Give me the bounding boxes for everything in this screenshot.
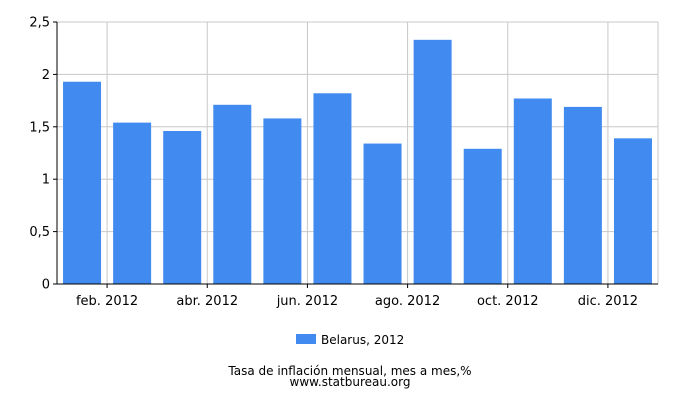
y-tick-label: 1,5: [29, 120, 50, 135]
y-tick-label: 2,5: [29, 16, 50, 31]
bars: [63, 39, 652, 285]
chart-caption: Tasa de inflación mensual, mes a mes,%: [227, 364, 471, 378]
grid-lines: [57, 21, 659, 284]
bar: [313, 93, 352, 284]
source-label: www.statbureau.org: [290, 375, 411, 389]
y-tick-label: 1: [42, 173, 50, 188]
bar: [363, 143, 402, 284]
bar: [413, 39, 452, 285]
x-tick-label: oct. 2012: [477, 294, 539, 309]
bar: [513, 98, 552, 284]
y-tick-label: 0,5: [29, 225, 50, 240]
bar: [63, 81, 102, 285]
bar: [563, 106, 602, 284]
x-tick-label: jun. 2012: [276, 294, 338, 309]
bar: [613, 138, 652, 284]
legend-swatch: [296, 334, 316, 344]
x-tick-label: dic. 2012: [578, 294, 638, 309]
legend-label: Belarus, 2012: [321, 333, 404, 347]
bar: [263, 118, 302, 284]
bar: [113, 122, 152, 284]
x-tick-labels: feb. 2012 abr. 2012 jun. 2012 ago. 2012 oct.…: [76, 294, 638, 309]
y-tick-label: 2: [42, 68, 50, 83]
bar: [463, 148, 502, 284]
legend: Belarus, 2012: [296, 333, 404, 347]
x-tick-label: feb. 2012: [76, 294, 138, 309]
x-tick-label: ago. 2012: [375, 294, 440, 309]
y-tick-labels: 0 0,5 1 1,5 2 2,5: [29, 16, 50, 293]
bar: [213, 104, 252, 285]
y-tick-label: 0: [42, 278, 50, 293]
x-tick-label: abr. 2012: [176, 294, 238, 309]
bar: [163, 130, 202, 284]
axes: [53, 21, 658, 288]
